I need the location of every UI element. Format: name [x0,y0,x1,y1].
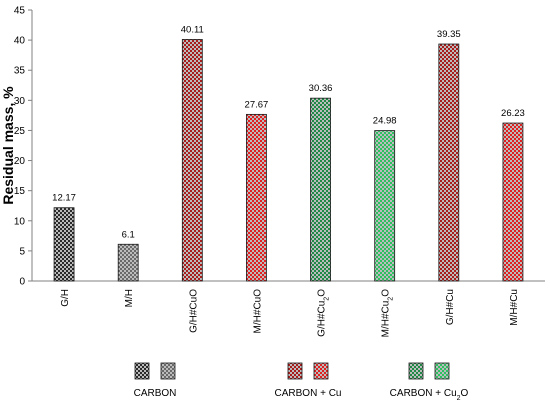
data-label: 26.23 [501,108,525,119]
y-tick-label: 0 [19,277,25,288]
data-label: 39.35 [437,29,461,40]
bar [117,243,139,282]
bar [502,122,524,282]
y-tick-label: 25 [14,126,26,137]
legend-label: CARBON + Cu2O [390,388,469,402]
y-tick-label: 20 [14,156,26,167]
legend-swatch [134,362,150,380]
legend-swatch [408,362,424,380]
y-tick-label: 35 [14,66,26,77]
data-label: 24.98 [373,116,397,127]
y-tick-label: 40 [14,36,26,47]
y-tick-label: 45 [14,6,26,17]
data-label: 30.36 [309,83,333,94]
data-label: 27.67 [245,99,269,110]
data-label: 6.1 [122,229,135,240]
x-tick-label: G/H#Cu2O [317,289,331,337]
x-tick-label: G/H [60,289,71,307]
bar [310,97,331,282]
x-tick-label: G/H#Cu [445,289,456,325]
x-tick-label: M/H#Cu2O [381,289,395,338]
x-tick-label: M/H#CuO [252,289,263,334]
x-tick-label: M/H [124,289,135,307]
bar [438,43,460,282]
y-tick-label: 5 [19,246,25,257]
x-tick-label: G/H#CuO [188,289,199,333]
legend-label: CARBON [134,388,177,399]
bar [181,39,203,282]
y-tick-label: 10 [14,216,26,227]
bar [374,130,396,282]
legend-swatch [434,362,450,380]
legend-swatch [313,362,329,380]
legend-label: CARBON + Cu [275,388,342,399]
legend-swatch [160,362,176,380]
bar [53,207,75,282]
bar [246,113,267,282]
data-label: 12.17 [52,193,76,204]
y-axis-title: Residual mass, % [0,86,16,205]
x-tick-label: M/H#Cu [509,289,520,326]
legend-swatch [287,362,303,380]
y-tick-label: 30 [14,96,26,107]
data-label: 40.11 [181,24,204,35]
y-tick-label: 15 [14,186,26,197]
